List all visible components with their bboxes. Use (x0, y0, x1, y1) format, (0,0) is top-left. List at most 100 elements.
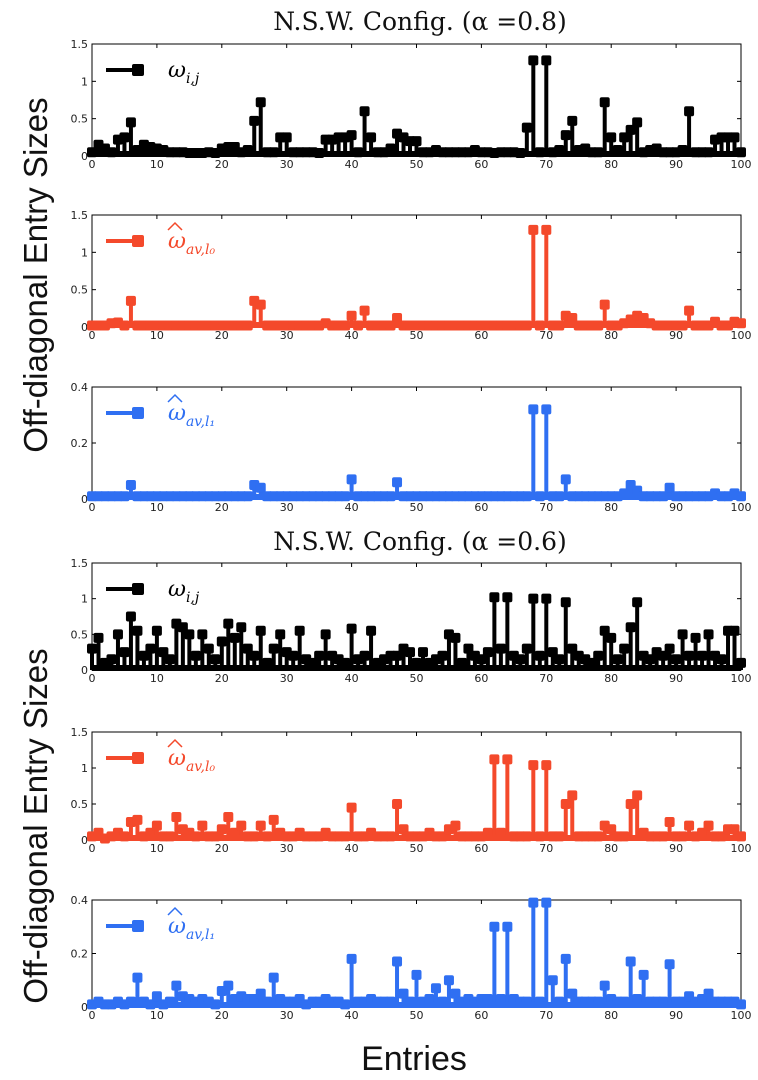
stem-marker (521, 643, 532, 654)
stem-marker (346, 130, 357, 141)
legend-marker (132, 583, 144, 595)
y-tick-label: 0 (81, 664, 88, 677)
x-axis-label: Entries (361, 1040, 467, 1078)
stem-marker (450, 988, 461, 999)
stem-marker (417, 647, 428, 658)
legend-marker (132, 64, 144, 76)
stem-marker (346, 953, 357, 964)
legend-marker (132, 235, 144, 247)
stem-marker (606, 132, 617, 143)
stem-marker (392, 313, 403, 324)
stem-marker (450, 820, 461, 831)
stem-marker (703, 988, 714, 999)
stem-marker (528, 404, 539, 415)
stem-marker (528, 760, 539, 771)
y-tick-label: 1 (81, 593, 88, 606)
stem-marker (619, 132, 630, 143)
y-tick-label: 0.5 (71, 798, 89, 811)
legend-label: ωav,l₁ (168, 914, 215, 943)
x-tick-label: 90 (669, 672, 683, 685)
x-tick-label: 100 (731, 329, 752, 342)
stem-marker (593, 650, 604, 661)
y-tick-label: 0 (81, 834, 88, 847)
y-tick-label: 1.5 (71, 726, 89, 739)
stem-marker (560, 130, 571, 141)
legend-label: ωi,j (168, 58, 200, 87)
stem-marker (151, 820, 162, 831)
stem-marker (502, 592, 513, 603)
stem-marker (521, 122, 532, 133)
x-tick-label: 20 (215, 1009, 229, 1022)
stem-marker (392, 477, 403, 488)
stem-marker (216, 636, 227, 647)
stem-marker (482, 993, 493, 1004)
y-tick-label: 0 (81, 150, 88, 163)
x-tick-label: 80 (604, 158, 618, 171)
x-tick-label: 80 (604, 672, 618, 685)
stem-marker (112, 629, 123, 640)
x-tick-label: 40 (345, 842, 359, 855)
stem-panel-2: 0 0.5 1 1.5 0 10 20 30 40 50 60 70 80 90 100 ωav,l₀ (71, 209, 752, 342)
stem-marker (729, 132, 740, 143)
stem-marker (132, 814, 143, 825)
stem-marker (690, 632, 701, 643)
stem-marker (411, 969, 422, 980)
stem-marker (677, 629, 688, 640)
stem-marker (145, 643, 156, 654)
stem-marker (216, 824, 227, 835)
y-tick-label: 0.5 (71, 113, 89, 126)
stem-marker (664, 482, 675, 493)
y-tick-label: 0.5 (71, 628, 89, 641)
stem-panel-1: 0 0.5 1 1.5 0 10 20 30 40 50 60 70 80 90 100 ωi,j (71, 38, 752, 171)
stem-marker (87, 643, 97, 654)
stem-marker (664, 959, 675, 970)
stem-marker (684, 106, 695, 117)
stem-marker (664, 643, 675, 654)
x-tick-label: 70 (539, 329, 553, 342)
stem-panel-6: 0 0.2 0.4 0 10 20 30 40 50 60 70 80 90 100 ωav,l₁ (71, 894, 752, 1022)
stem-marker (223, 811, 234, 822)
stem-marker (567, 988, 578, 999)
stem-marker (405, 647, 416, 658)
stem-marker (236, 622, 247, 633)
legend-hat (167, 906, 183, 916)
x-tick-label: 10 (150, 672, 164, 685)
x-tick-label: 100 (731, 501, 752, 514)
stem-marker (106, 654, 117, 665)
panels: 00.511.50 10 20 30 40 50 60 70 80 90 100ωi,j00.511… (71, 38, 752, 1022)
stem-marker (567, 790, 578, 801)
stem-marker (197, 629, 208, 640)
x-tick-label: 70 (539, 672, 553, 685)
stem-marker (125, 117, 136, 128)
stem-marker (697, 650, 708, 661)
y-tick-label: 1 (81, 762, 88, 775)
x-tick-label: 20 (215, 329, 229, 342)
stem-marker (612, 654, 623, 665)
stem-marker (119, 647, 130, 658)
x-tick-label: 100 (731, 158, 752, 171)
x-tick-label: 50 (410, 842, 424, 855)
legend-marker (132, 752, 144, 764)
legend-label: ωav,l₀ (168, 229, 215, 258)
stem-marker (703, 629, 714, 640)
stem-marker (210, 654, 221, 665)
x-tick-label: 10 (150, 842, 164, 855)
x-tick-label: 0 (89, 842, 96, 855)
x-tick-label: 40 (345, 501, 359, 514)
stem-marker (281, 132, 292, 143)
stem-marker (625, 799, 636, 809)
stem-marker (482, 647, 493, 658)
stem-marker (288, 650, 299, 661)
stem-marker (541, 404, 552, 415)
y-tick-label: 1.5 (71, 209, 89, 222)
stem-marker (437, 650, 448, 661)
panel-title-alpha-0.6: N.S.W. Config. (α =0.6) (273, 527, 567, 556)
y-tick-label: 0 (81, 321, 88, 334)
stem-panel-3: 0 0.2 0.4 0 10 20 30 40 50 60 70 80 90 100 ωav,l₁ (71, 381, 752, 514)
x-tick-label: 20 (215, 158, 229, 171)
stem-marker (255, 988, 266, 999)
x-tick-label: 0 (89, 1009, 96, 1022)
stem-marker (703, 820, 714, 831)
x-tick-label: 80 (604, 329, 618, 342)
stem-marker (489, 592, 500, 603)
